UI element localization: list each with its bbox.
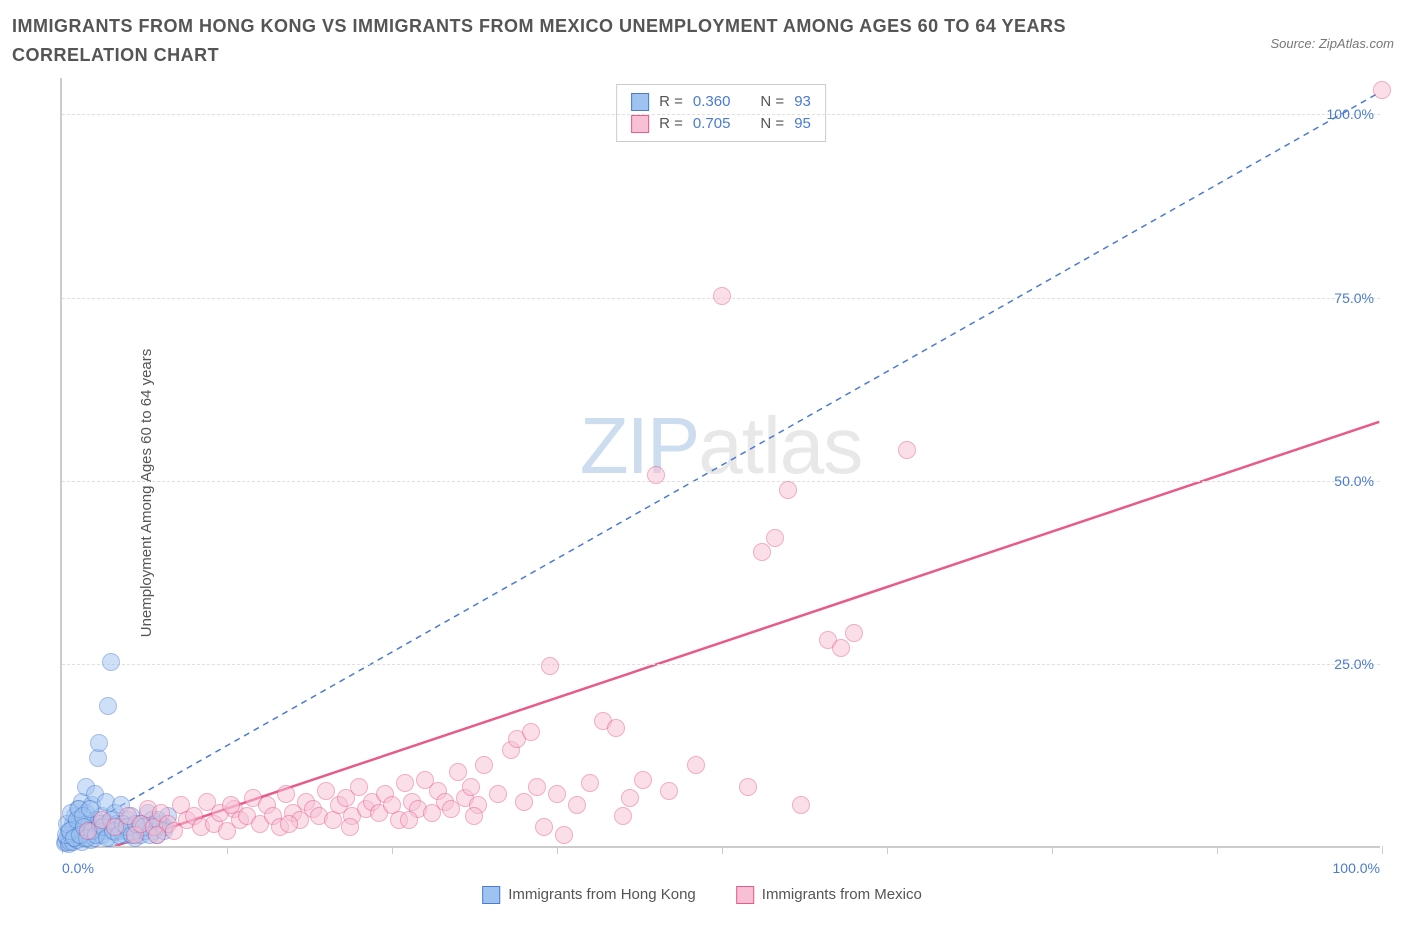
plot-area: ZIPatlas R = 0.360 N = 93 R = 0.705 N = 95 25.0…: [60, 78, 1380, 848]
scatter-point: [898, 441, 916, 459]
legend-item: Immigrants from Mexico: [736, 886, 922, 904]
watermark-zip: ZIP: [580, 401, 698, 490]
gridline-h: [62, 664, 1380, 665]
trendline: [63, 92, 1380, 838]
scatter-point: [779, 481, 797, 499]
r-value: 0.360: [693, 93, 731, 110]
y-tick-label: 25.0%: [1334, 656, 1374, 672]
scatter-point: [462, 778, 480, 796]
swatch-icon: [736, 886, 754, 904]
watermark: ZIPatlas: [580, 400, 862, 492]
scatter-point: [99, 697, 117, 715]
x-tick: [1052, 846, 1053, 854]
x-tick: [887, 846, 888, 854]
swatch-icon: [631, 93, 649, 111]
stats-row: R = 0.360 N = 93: [631, 91, 811, 113]
scatter-point: [568, 796, 586, 814]
scatter-point: [102, 653, 120, 671]
x-tick-label: 100.0%: [1333, 860, 1380, 876]
scatter-point: [614, 807, 632, 825]
scatter-point: [647, 466, 665, 484]
y-tick-label: 100.0%: [1327, 106, 1374, 122]
scatter-point: [528, 778, 546, 796]
x-tick: [227, 846, 228, 854]
scatter-point: [489, 785, 507, 803]
scatter-point: [739, 778, 757, 796]
scatter-point: [317, 782, 335, 800]
gridline-h: [62, 114, 1380, 115]
legend-label: Immigrants from Hong Kong: [508, 886, 696, 903]
scatter-point: [1373, 81, 1391, 99]
scatter-point: [222, 796, 240, 814]
scatter-point: [792, 796, 810, 814]
chart-title: IMMIGRANTS FROM HONG KONG VS IMMIGRANTS …: [12, 12, 1112, 70]
n-label: N =: [760, 93, 784, 110]
header: IMMIGRANTS FROM HONG KONG VS IMMIGRANTS …: [12, 12, 1394, 70]
scatter-point: [350, 778, 368, 796]
swatch-icon: [482, 886, 500, 904]
n-value: 93: [794, 93, 811, 110]
scatter-point: [621, 789, 639, 807]
scatter-point: [713, 287, 731, 305]
x-tick: [722, 846, 723, 854]
stats-legend-box: R = 0.360 N = 93 R = 0.705 N = 95: [616, 84, 826, 142]
scatter-point: [548, 785, 566, 803]
x-tick-label: 0.0%: [62, 860, 94, 876]
scatter-point: [832, 639, 850, 657]
scatter-point: [396, 774, 414, 792]
scatter-point: [400, 811, 418, 829]
scatter-point: [660, 782, 678, 800]
scatter-point: [541, 657, 559, 675]
scatter-point: [535, 818, 553, 836]
swatch-icon: [631, 115, 649, 133]
scatter-point: [581, 774, 599, 792]
scatter-point: [753, 543, 771, 561]
scatter-point: [465, 807, 483, 825]
n-label: N =: [760, 115, 784, 132]
scatter-point: [148, 826, 166, 844]
scatter-point: [341, 818, 359, 836]
legend-label: Immigrants from Mexico: [762, 886, 922, 903]
r-value: 0.705: [693, 115, 731, 132]
bottom-legend: Immigrants from Hong Kong Immigrants from…: [482, 886, 922, 904]
y-tick-label: 50.0%: [1334, 473, 1374, 489]
scatter-point: [522, 723, 540, 741]
scatter-point: [607, 719, 625, 737]
scatter-point: [449, 763, 467, 781]
x-tick: [392, 846, 393, 854]
y-tick-label: 75.0%: [1334, 290, 1374, 306]
scatter-point: [280, 815, 298, 833]
trendlines-layer: [62, 78, 1380, 846]
r-label: R =: [659, 93, 683, 110]
scatter-point: [634, 771, 652, 789]
gridline-h: [62, 481, 1380, 482]
scatter-point: [515, 793, 533, 811]
x-tick: [1217, 846, 1218, 854]
chart-container: Unemployment Among Ages 60 to 64 years Z…: [12, 78, 1392, 908]
scatter-point: [845, 624, 863, 642]
stats-row: R = 0.705 N = 95: [631, 113, 811, 135]
scatter-point: [766, 529, 784, 547]
scatter-point: [90, 734, 108, 752]
scatter-point: [687, 756, 705, 774]
x-tick: [1382, 846, 1383, 854]
watermark-atlas: atlas: [698, 401, 862, 490]
x-tick: [557, 846, 558, 854]
scatter-point: [555, 826, 573, 844]
r-label: R =: [659, 115, 683, 132]
scatter-point: [277, 785, 295, 803]
source-attribution: Source: ZipAtlas.com: [1270, 36, 1394, 51]
scatter-point: [475, 756, 493, 774]
legend-item: Immigrants from Hong Kong: [482, 886, 696, 904]
n-value: 95: [794, 115, 811, 132]
